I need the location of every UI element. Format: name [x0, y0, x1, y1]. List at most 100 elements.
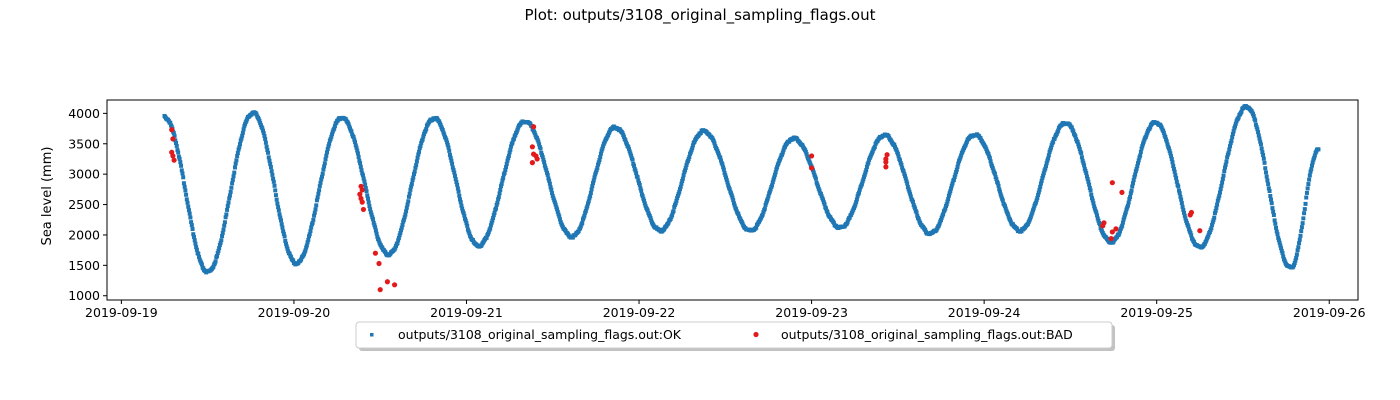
data-point-ok — [1254, 124, 1259, 129]
data-point-ok — [720, 162, 725, 167]
data-point-ok — [1049, 145, 1054, 150]
data-point-ok — [634, 171, 639, 176]
data-point-ok — [683, 168, 688, 173]
data-point-ok — [199, 262, 204, 267]
data-point-ok — [637, 182, 642, 187]
data-point-ok — [598, 151, 603, 156]
data-point-ok — [1274, 225, 1279, 230]
data-point-ok — [939, 215, 944, 220]
data-point-ok — [316, 191, 321, 196]
data-point-ok — [1213, 208, 1218, 213]
data-point-ok — [987, 156, 992, 161]
data-point-ok — [1188, 230, 1193, 235]
data-point-ok — [775, 165, 780, 170]
data-point-ok — [601, 144, 606, 149]
data-point-ok — [677, 189, 682, 194]
data-point-ok — [1002, 204, 1007, 209]
data-point-ok — [1143, 134, 1148, 139]
data-point-ok — [460, 206, 465, 211]
data-point-ok — [488, 223, 493, 228]
data-point-ok — [220, 230, 225, 235]
data-point-ok — [171, 131, 176, 136]
data-point-ok — [1075, 139, 1080, 144]
data-point-ok — [1312, 153, 1317, 158]
data-point-ok — [538, 146, 543, 151]
data-point-ok — [322, 161, 327, 166]
data-point-ok — [280, 225, 285, 230]
data-point-ok — [896, 154, 901, 159]
data-point-ok — [675, 196, 680, 201]
data-point-ok — [282, 234, 287, 239]
data-point-ok — [513, 133, 518, 138]
data-point-ok — [1077, 144, 1082, 149]
data-point-ok — [274, 197, 279, 202]
data-point-ok — [190, 227, 195, 232]
data-point-ok — [766, 194, 771, 199]
data-point-ok — [1301, 216, 1306, 221]
data-point-ok — [273, 188, 278, 193]
data-point-ok — [548, 185, 553, 190]
data-point-ok — [1089, 192, 1094, 197]
data-point-ok — [189, 220, 194, 225]
data-point-ok — [678, 184, 683, 189]
data-point-ok — [216, 248, 221, 253]
data-point-ok — [1224, 159, 1229, 164]
data-point-ok — [1222, 165, 1227, 170]
data-point-ok — [831, 220, 836, 225]
data-point-ok — [353, 140, 358, 145]
data-point-ok — [1210, 220, 1215, 225]
data-point-ok — [557, 214, 562, 219]
data-point-ok — [993, 175, 998, 180]
data-point-ok — [1135, 161, 1140, 166]
data-point-ok — [1140, 144, 1145, 149]
data-point-ok — [409, 184, 414, 189]
data-point-bad — [391, 282, 398, 288]
data-point-ok — [254, 112, 259, 117]
data-point-ok — [1228, 144, 1233, 149]
data-point-ok — [445, 142, 450, 147]
data-point-ok — [315, 195, 320, 200]
data-point-ok — [317, 184, 322, 189]
data-point-ok — [1073, 134, 1078, 139]
data-point-ok — [1305, 186, 1310, 191]
data-point-ok — [996, 183, 1001, 188]
data-point-ok — [180, 171, 185, 176]
data-point-ok — [781, 148, 786, 153]
data-point-ok — [304, 245, 309, 250]
data-point-ok — [1273, 221, 1278, 226]
data-point-ok — [264, 144, 269, 149]
data-point-ok — [1092, 204, 1097, 209]
data-point-ok — [599, 148, 604, 153]
data-point-ok — [681, 173, 686, 178]
data-point-ok — [953, 172, 958, 177]
data-point-ok — [1230, 131, 1235, 136]
data-point-ok — [734, 207, 739, 212]
data-point-ok — [229, 185, 234, 190]
data-point-ok — [672, 204, 677, 209]
data-point-ok — [916, 217, 921, 222]
data-point-ok — [495, 200, 500, 205]
data-point-ok — [1084, 171, 1089, 176]
data-point-ok — [670, 213, 675, 218]
data-point-ok — [818, 191, 823, 196]
data-point-ok — [690, 146, 695, 151]
data-point-ok — [731, 198, 736, 203]
data-point-ok — [217, 243, 222, 248]
data-point-ok — [310, 220, 315, 225]
data-point-ok — [1120, 220, 1125, 225]
data-point-ok — [949, 183, 954, 188]
data-point-ok — [225, 207, 230, 212]
data-point-ok — [275, 201, 280, 206]
data-point-ok — [403, 212, 408, 217]
data-point-ok — [235, 154, 240, 159]
data-point-ok — [375, 234, 380, 239]
data-point-ok — [537, 142, 542, 147]
data-point-bad — [529, 160, 535, 166]
data-point-ok — [1181, 207, 1186, 212]
data-point-ok — [452, 170, 457, 175]
data-point-ok — [1262, 160, 1267, 165]
data-point-ok — [223, 215, 228, 220]
data-point-ok — [376, 238, 381, 243]
data-point-ok — [1141, 141, 1146, 146]
data-point-ok — [1279, 248, 1284, 253]
